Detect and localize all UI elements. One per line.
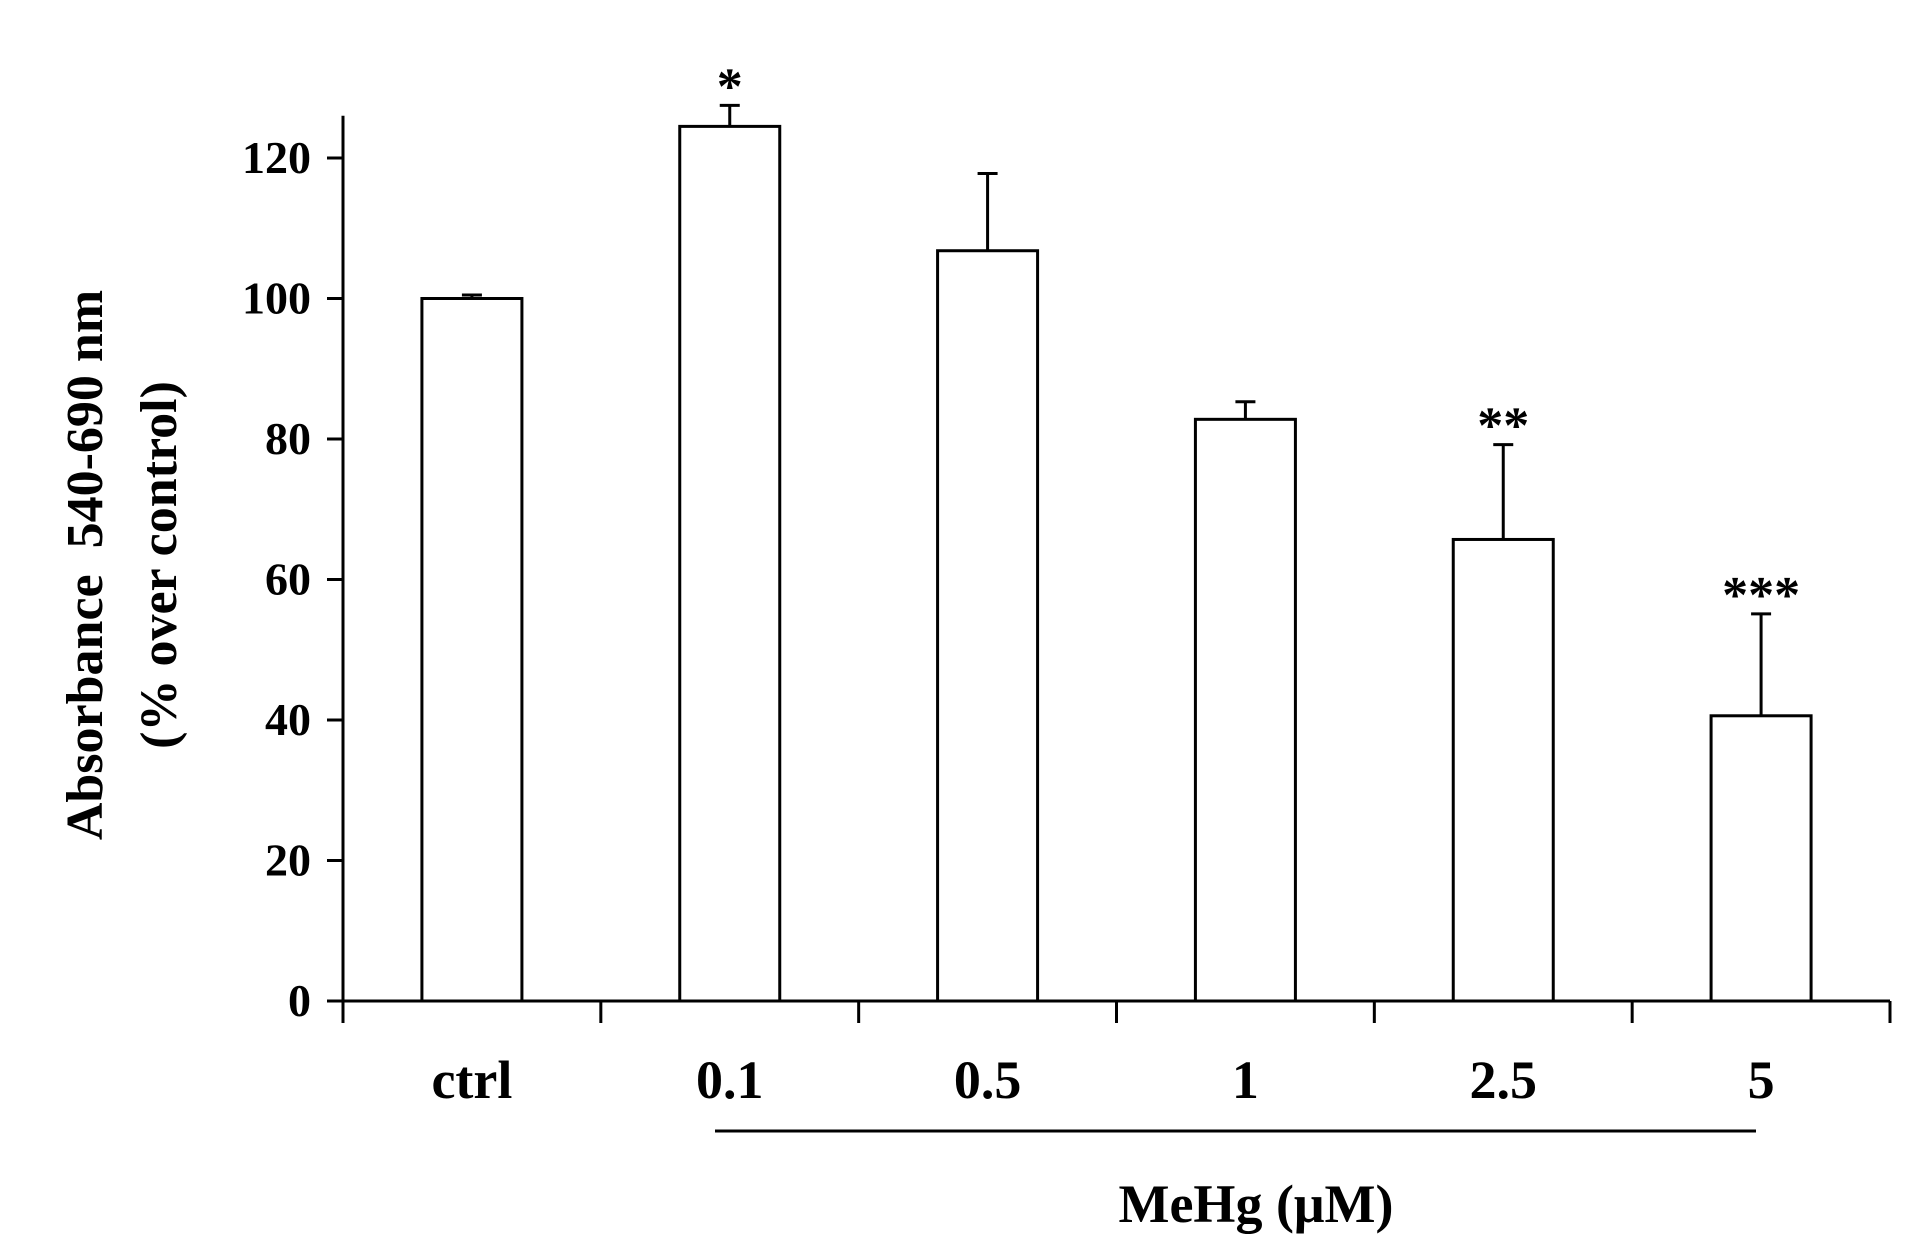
y-axis-label-line2: (% over control): [131, 381, 188, 749]
bar: [420, 297, 524, 1003]
x-axis-label: MeHg (μM): [1119, 1174, 1394, 1234]
category-labels: ctrl 0.1 0.5 1 2.5 5: [431, 1050, 1774, 1110]
y-tick-label: 0: [288, 975, 311, 1026]
error-bars: [461, 103, 1772, 716]
y-tick-label: 40: [265, 694, 311, 745]
category-label: 5: [1748, 1050, 1775, 1110]
bar: [1709, 714, 1813, 1003]
bar: [1193, 417, 1297, 1003]
y-tick-label: 100: [242, 273, 311, 324]
category-label: 0.1: [696, 1050, 764, 1110]
category-label: 0.5: [954, 1050, 1022, 1110]
y-tick-label: 20: [265, 835, 311, 886]
bar: [1451, 537, 1555, 1003]
y-tick-label: 80: [265, 413, 311, 464]
bars: [420, 124, 1813, 1003]
significance-marker: *: [717, 58, 743, 115]
y-tick-label: 120: [242, 132, 311, 183]
significance-marker: **: [1477, 398, 1529, 455]
bar: [936, 249, 1040, 1003]
y-axis-label-line1: Absorbance 540-690 nm: [57, 290, 114, 840]
category-label: 2.5: [1470, 1050, 1538, 1110]
y-tick-label: 60: [265, 554, 311, 605]
y-axis: 0 20 40 60 80 100 120: [242, 115, 345, 1026]
significance-marker: ***: [1722, 567, 1800, 624]
significance-markers: ******: [717, 58, 1800, 624]
bar: [678, 124, 782, 1003]
x-axis: [341, 999, 1892, 1023]
category-label: ctrl: [431, 1050, 512, 1110]
category-label: 1: [1232, 1050, 1259, 1110]
